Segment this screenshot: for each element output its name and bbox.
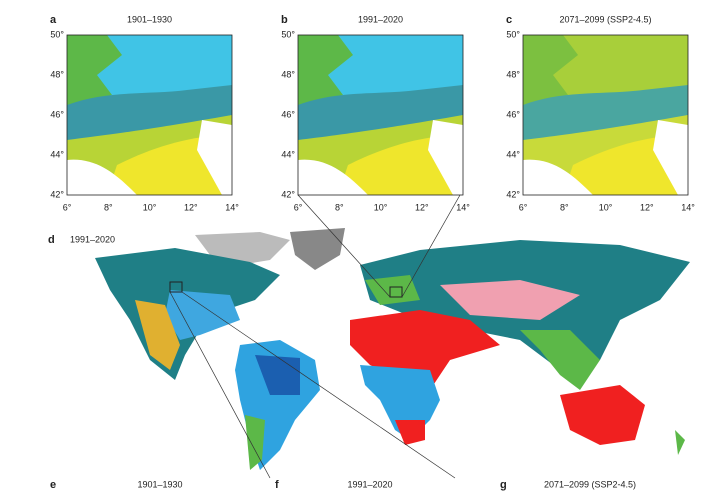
lon-tick-label: 6°	[294, 202, 303, 212]
panel-label: g	[500, 479, 507, 491]
lat-tick-label: 48°	[281, 69, 295, 79]
map-frame	[297, 34, 464, 196]
lat-tick-label: 48°	[506, 69, 520, 79]
sea	[197, 120, 232, 195]
lat-tick-label: 46°	[281, 109, 295, 119]
lat-tick-label: 48°	[50, 69, 64, 79]
panel-label: a	[50, 14, 57, 26]
panel-label: e	[50, 479, 56, 491]
lat-tick-label: 44°	[506, 149, 520, 159]
lat-tick-label: 50°	[50, 29, 64, 39]
lat-tick-label: 46°	[506, 109, 520, 119]
world-map	[95, 194, 690, 479]
lat-tick-label: 42°	[50, 189, 64, 199]
region	[523, 35, 578, 105]
region	[298, 85, 463, 145]
region	[298, 35, 353, 105]
panel-title: 1901–1930	[127, 14, 172, 24]
lat-tick-label: 46°	[50, 109, 64, 119]
region	[67, 35, 122, 105]
sea	[523, 159, 593, 195]
region	[523, 85, 688, 145]
lon-tick-label: 8°	[104, 202, 113, 212]
lon-tick-label: 14°	[681, 202, 695, 212]
lat-tick-label: 44°	[50, 149, 64, 159]
alps-map	[297, 34, 464, 196]
lat-tick-label: 44°	[281, 149, 295, 159]
panel-label: d	[48, 234, 55, 246]
lon-tick-label: 8°	[560, 202, 569, 212]
alps-map	[66, 34, 233, 196]
panel-title: 2071–2099 (SSP2-4.5)	[544, 479, 636, 489]
lon-tick-label: 6°	[519, 202, 528, 212]
lat-tick-label: 42°	[506, 189, 520, 199]
panel-title: 1991–2020	[70, 234, 115, 244]
lon-tick-label: 12°	[184, 202, 198, 212]
sea	[428, 120, 463, 195]
panel-label: f	[275, 479, 279, 491]
region	[67, 85, 232, 145]
lon-tick-label: 14°	[456, 202, 470, 212]
lon-tick-label: 10°	[143, 202, 157, 212]
lon-tick-label: 14°	[225, 202, 239, 212]
panel-title: 2071–2099 (SSP2-4.5)	[559, 14, 651, 24]
lon-tick-label: 12°	[640, 202, 654, 212]
sea	[67, 159, 137, 195]
map-frame	[522, 34, 689, 196]
lon-tick-label: 8°	[335, 202, 344, 212]
lon-tick-label: 10°	[374, 202, 388, 212]
sea	[653, 120, 688, 195]
panel-title: 1901–1930	[137, 479, 182, 489]
lon-tick-label: 12°	[415, 202, 429, 212]
sea	[298, 159, 368, 195]
panel-label: b	[281, 14, 288, 26]
alps-map	[522, 34, 689, 196]
lat-tick-label: 50°	[281, 29, 295, 39]
map-frame	[66, 34, 233, 196]
lat-tick-label: 42°	[281, 189, 295, 199]
panel-title: 1991–2020	[358, 14, 403, 24]
lon-tick-label: 6°	[63, 202, 72, 212]
panel-title: 1991–2020	[347, 479, 392, 489]
lon-tick-label: 10°	[599, 202, 613, 212]
panel-label: c	[506, 14, 512, 26]
lat-tick-label: 50°	[506, 29, 520, 39]
